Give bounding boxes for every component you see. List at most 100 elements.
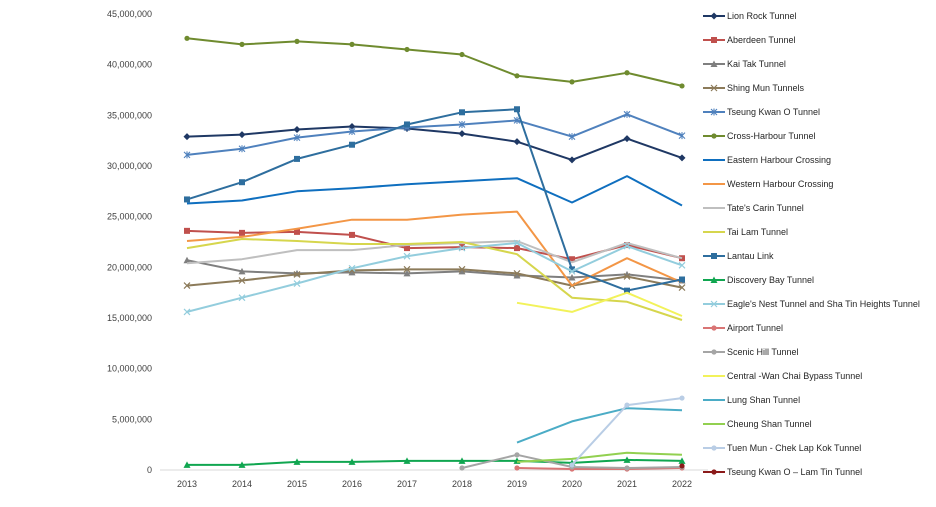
legend-item: Eastern Harbour Crossing — [703, 154, 933, 178]
legend-item: Tai Lam Tunnel — [703, 226, 933, 250]
data-point — [404, 121, 410, 128]
legend-item: Lung Shan Tunnel — [703, 394, 933, 418]
data-point — [403, 457, 411, 464]
data-point — [293, 280, 301, 287]
data-point — [403, 252, 411, 260]
series-line — [186, 238, 683, 321]
legend-swatch — [703, 375, 725, 377]
data-point — [679, 463, 685, 469]
legend-item: Central -Wan Chai Bypass Tunnel — [703, 370, 933, 394]
legend-label: Tseung Kwan O Tunnel — [727, 107, 821, 117]
y-tick-label: 40,000,000 — [107, 60, 152, 70]
data-point — [679, 255, 685, 262]
data-point — [183, 256, 191, 264]
series-line — [186, 37, 683, 87]
legend-marker — [710, 300, 718, 308]
legend-label: Western Harbour Crossing — [727, 179, 834, 189]
series-15 — [516, 291, 683, 317]
series-18 — [569, 395, 685, 468]
data-point — [513, 271, 521, 279]
data-point — [403, 265, 411, 273]
data-point — [569, 462, 575, 468]
chart-plot-area — [183, 35, 686, 472]
legend-item: Lion Rock Tunnel — [703, 10, 933, 34]
data-point — [568, 156, 576, 164]
series-line — [186, 125, 683, 161]
data-point — [184, 196, 190, 203]
legend-label: Kai Tak Tunnel — [727, 59, 786, 69]
data-point — [624, 402, 630, 408]
legend-swatch — [703, 207, 725, 209]
data-point — [513, 269, 521, 277]
data-point — [404, 245, 410, 252]
legend-label: Airport Tunnel — [727, 323, 784, 333]
legend-item: Shing Mun Tunnels — [703, 82, 933, 106]
x-tick-label: 2014 — [232, 479, 252, 489]
data-point — [569, 79, 575, 85]
series-12 — [183, 239, 686, 316]
x-tick-label: 2022 — [672, 479, 692, 489]
data-point — [458, 267, 466, 275]
series-4 — [183, 110, 686, 159]
data-point — [678, 132, 686, 140]
legend-label: Cheung Shan Tunnel — [727, 419, 812, 429]
legend-swatch — [703, 423, 725, 425]
legend-marker — [711, 133, 717, 139]
legend-marker — [711, 325, 717, 331]
legend-swatch — [703, 399, 725, 401]
legend-item: Eagle's Nest Tunnel and Sha Tin Heights … — [703, 298, 933, 322]
legend-swatch — [703, 349, 725, 355]
legend-item: Airport Tunnel — [703, 322, 933, 346]
data-point — [514, 73, 520, 79]
legend-swatch — [703, 300, 725, 308]
y-tick-label: 15,000,000 — [107, 313, 152, 323]
legend-marker — [711, 469, 717, 475]
series-2 — [183, 256, 686, 284]
series-line — [516, 291, 683, 317]
data-point — [294, 38, 300, 44]
data-point — [458, 244, 466, 252]
data-point — [568, 267, 576, 275]
legend-label: Tate's Carin Tunnel — [727, 203, 804, 213]
legend-item: Scenic Hill Tunnel — [703, 346, 933, 370]
legend-item: Tate's Carin Tunnel — [703, 202, 933, 226]
data-point — [348, 122, 356, 130]
legend-label: Tseung Kwan O – Lam Tin Tunnel — [727, 467, 863, 477]
series-line — [186, 113, 683, 156]
series-line — [516, 451, 683, 463]
series-line — [186, 259, 683, 282]
data-point — [238, 294, 246, 302]
data-point — [514, 106, 520, 113]
data-point — [459, 109, 465, 116]
y-tick-label: 5,000,000 — [112, 414, 152, 424]
data-point — [404, 46, 410, 53]
series-10 — [184, 106, 685, 294]
x-tick-label: 2015 — [287, 479, 307, 489]
legend-swatch — [703, 183, 725, 185]
series-7 — [186, 210, 683, 287]
x-tick-label: 2016 — [342, 479, 362, 489]
y-tick-label: 45,000,000 — [107, 9, 152, 19]
series-line — [186, 242, 683, 313]
data-point — [184, 35, 190, 41]
data-point — [623, 110, 631, 118]
data-point — [459, 51, 465, 58]
data-point — [239, 229, 245, 236]
data-point — [458, 120, 466, 128]
legend-label: Lion Rock Tunnel — [727, 11, 797, 21]
data-point — [239, 179, 245, 186]
data-point — [349, 141, 355, 148]
series-line — [186, 175, 683, 207]
series-0 — [183, 122, 686, 164]
legend-swatch — [703, 325, 725, 331]
legend-item: Western Harbour Crossing — [703, 178, 933, 202]
legend-label: Tuen Mun - Chek Lap Kok Tunnel — [727, 443, 862, 453]
data-point — [678, 261, 686, 269]
data-point — [349, 41, 355, 48]
legend-marker — [710, 276, 718, 283]
data-point — [513, 138, 521, 146]
data-point — [238, 461, 246, 468]
x-tick-label: 2021 — [617, 479, 637, 489]
legend-label: Cross-Harbour Tunnel — [727, 131, 816, 141]
